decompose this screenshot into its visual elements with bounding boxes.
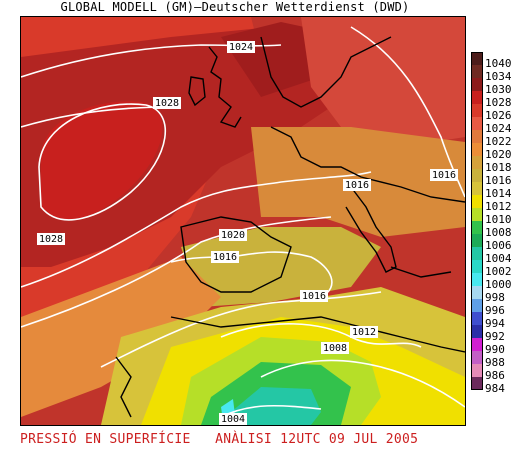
legend-row: 1010 — [471, 208, 520, 226]
legend-row: 1024 — [471, 117, 520, 135]
footer-title: PRESSIÓ EN SUPERFÍCIE — [20, 432, 191, 447]
legend-label: 1010 — [485, 213, 512, 226]
coastlines — [115, 36, 465, 418]
footer-analysis-time: ANÀLISI 12UTC 09 JUL 2005 — [215, 432, 419, 447]
isobar-label: 1028 — [155, 98, 179, 109]
legend-label: 1002 — [485, 265, 512, 278]
legend-swatch — [471, 143, 483, 156]
legend-row: 1040 — [471, 52, 520, 70]
legend-swatch — [471, 338, 483, 351]
pressure-field — [21, 17, 465, 425]
legend-label: 1022 — [485, 135, 512, 148]
legend-row: 1028 — [471, 91, 520, 109]
legend-label: 1034 — [485, 70, 512, 83]
legend-row: 1018 — [471, 156, 520, 174]
legend-swatch — [471, 247, 483, 260]
isobar-label: 1004 — [221, 414, 245, 425]
footer: PRESSIÓ EN SUPERFÍCIE ANÀLISI 12UTC 09 J… — [20, 432, 470, 447]
legend-row: 1034 — [471, 65, 520, 83]
legend-label: 1014 — [485, 187, 512, 200]
legend-row: 992 — [471, 325, 520, 343]
legend-label: 1030 — [485, 83, 512, 96]
legend-row: 1022 — [471, 130, 520, 148]
legend-label: 990 — [485, 343, 505, 356]
legend-row: 996 — [471, 299, 520, 317]
legend-row: 998 — [471, 286, 520, 304]
legend-row: 984 — [471, 377, 520, 395]
legend-swatch — [471, 208, 483, 221]
legend-swatch — [471, 351, 483, 364]
legend-row: 1020 — [471, 143, 520, 161]
legend-label: 1006 — [485, 239, 512, 252]
legend-swatch — [471, 377, 483, 390]
legend-row: 1026 — [471, 104, 520, 122]
legend-row: 1008 — [471, 221, 520, 239]
legend-swatch — [471, 169, 483, 182]
legend-label: 1004 — [485, 252, 512, 265]
legend-row: 1012 — [471, 195, 520, 213]
legend-row: 986 — [471, 364, 520, 382]
legend-swatch — [471, 156, 483, 169]
legend-label: 1018 — [485, 161, 512, 174]
legend-swatch — [471, 104, 483, 117]
legend-swatch — [471, 273, 483, 286]
isobar-label: 1020 — [221, 230, 245, 241]
legend-label: 984 — [485, 382, 505, 395]
legend-swatch — [471, 234, 483, 247]
legend-row: 1006 — [471, 234, 520, 252]
map-title: GLOBAL MODELL (GM)—Deutscher Wetterdiens… — [60, 0, 410, 14]
legend-swatch — [471, 286, 483, 299]
legend-swatch — [471, 325, 483, 338]
legend-row: 988 — [471, 351, 520, 369]
legend-swatch — [471, 65, 483, 78]
isobar-label: 1016 — [345, 180, 369, 191]
isobar-label: 1012 — [352, 327, 376, 338]
legend-swatch — [471, 195, 483, 208]
legend-label: 1028 — [485, 96, 512, 109]
legend-label: 1040 — [485, 57, 512, 70]
pressure-map: 1024 1028 1028 1020 1016 1016 1016 1016 … — [20, 16, 466, 426]
isobar-label: 1016 — [213, 252, 237, 263]
legend-label: 992 — [485, 330, 505, 343]
isobar-label: 1016 — [302, 291, 326, 302]
legend-swatch — [471, 364, 483, 377]
isobar-labels: 1024 1028 1028 1020 1016 1016 1016 1016 … — [37, 41, 458, 425]
legend-label: 1012 — [485, 200, 512, 213]
legend-label: 988 — [485, 356, 505, 369]
legend-label: 1026 — [485, 109, 512, 122]
legend-label: 996 — [485, 304, 505, 317]
legend-row: 990 — [471, 338, 520, 356]
legend-row: 1014 — [471, 182, 520, 200]
legend-label: 1020 — [485, 148, 512, 161]
isobar-label: 1028 — [39, 234, 63, 245]
legend-row: 1030 — [471, 78, 520, 96]
isobar-label: 1016 — [432, 170, 456, 181]
legend-swatch — [471, 312, 483, 325]
isobar-label: 1008 — [323, 343, 347, 354]
legend-swatch — [471, 130, 483, 143]
legend-label: 1008 — [485, 226, 512, 239]
legend-label: 1016 — [485, 174, 512, 187]
legend-swatch — [471, 91, 483, 104]
legend-swatch — [471, 117, 483, 130]
legend-swatch — [471, 299, 483, 312]
legend-label: 1024 — [485, 122, 512, 135]
legend-swatch — [471, 52, 483, 65]
legend-label: 998 — [485, 291, 505, 304]
pressure-legend: 1040 1034 1030 1028 1026 1024 1022 1020 1018 1016… — [471, 52, 520, 395]
legend-swatch — [471, 260, 483, 273]
legend-row: 1004 — [471, 247, 520, 265]
isobar-label: 1024 — [229, 42, 253, 53]
legend-label: 986 — [485, 369, 505, 382]
legend-row: 1000 — [471, 273, 520, 291]
legend-row: 1016 — [471, 169, 520, 187]
legend-row: 994 — [471, 312, 520, 330]
legend-label: 1000 — [485, 278, 512, 291]
legend-swatch — [471, 78, 483, 91]
legend-label: 994 — [485, 317, 505, 330]
legend-swatch — [471, 182, 483, 195]
legend-row: 1002 — [471, 260, 520, 278]
legend-swatch — [471, 221, 483, 234]
